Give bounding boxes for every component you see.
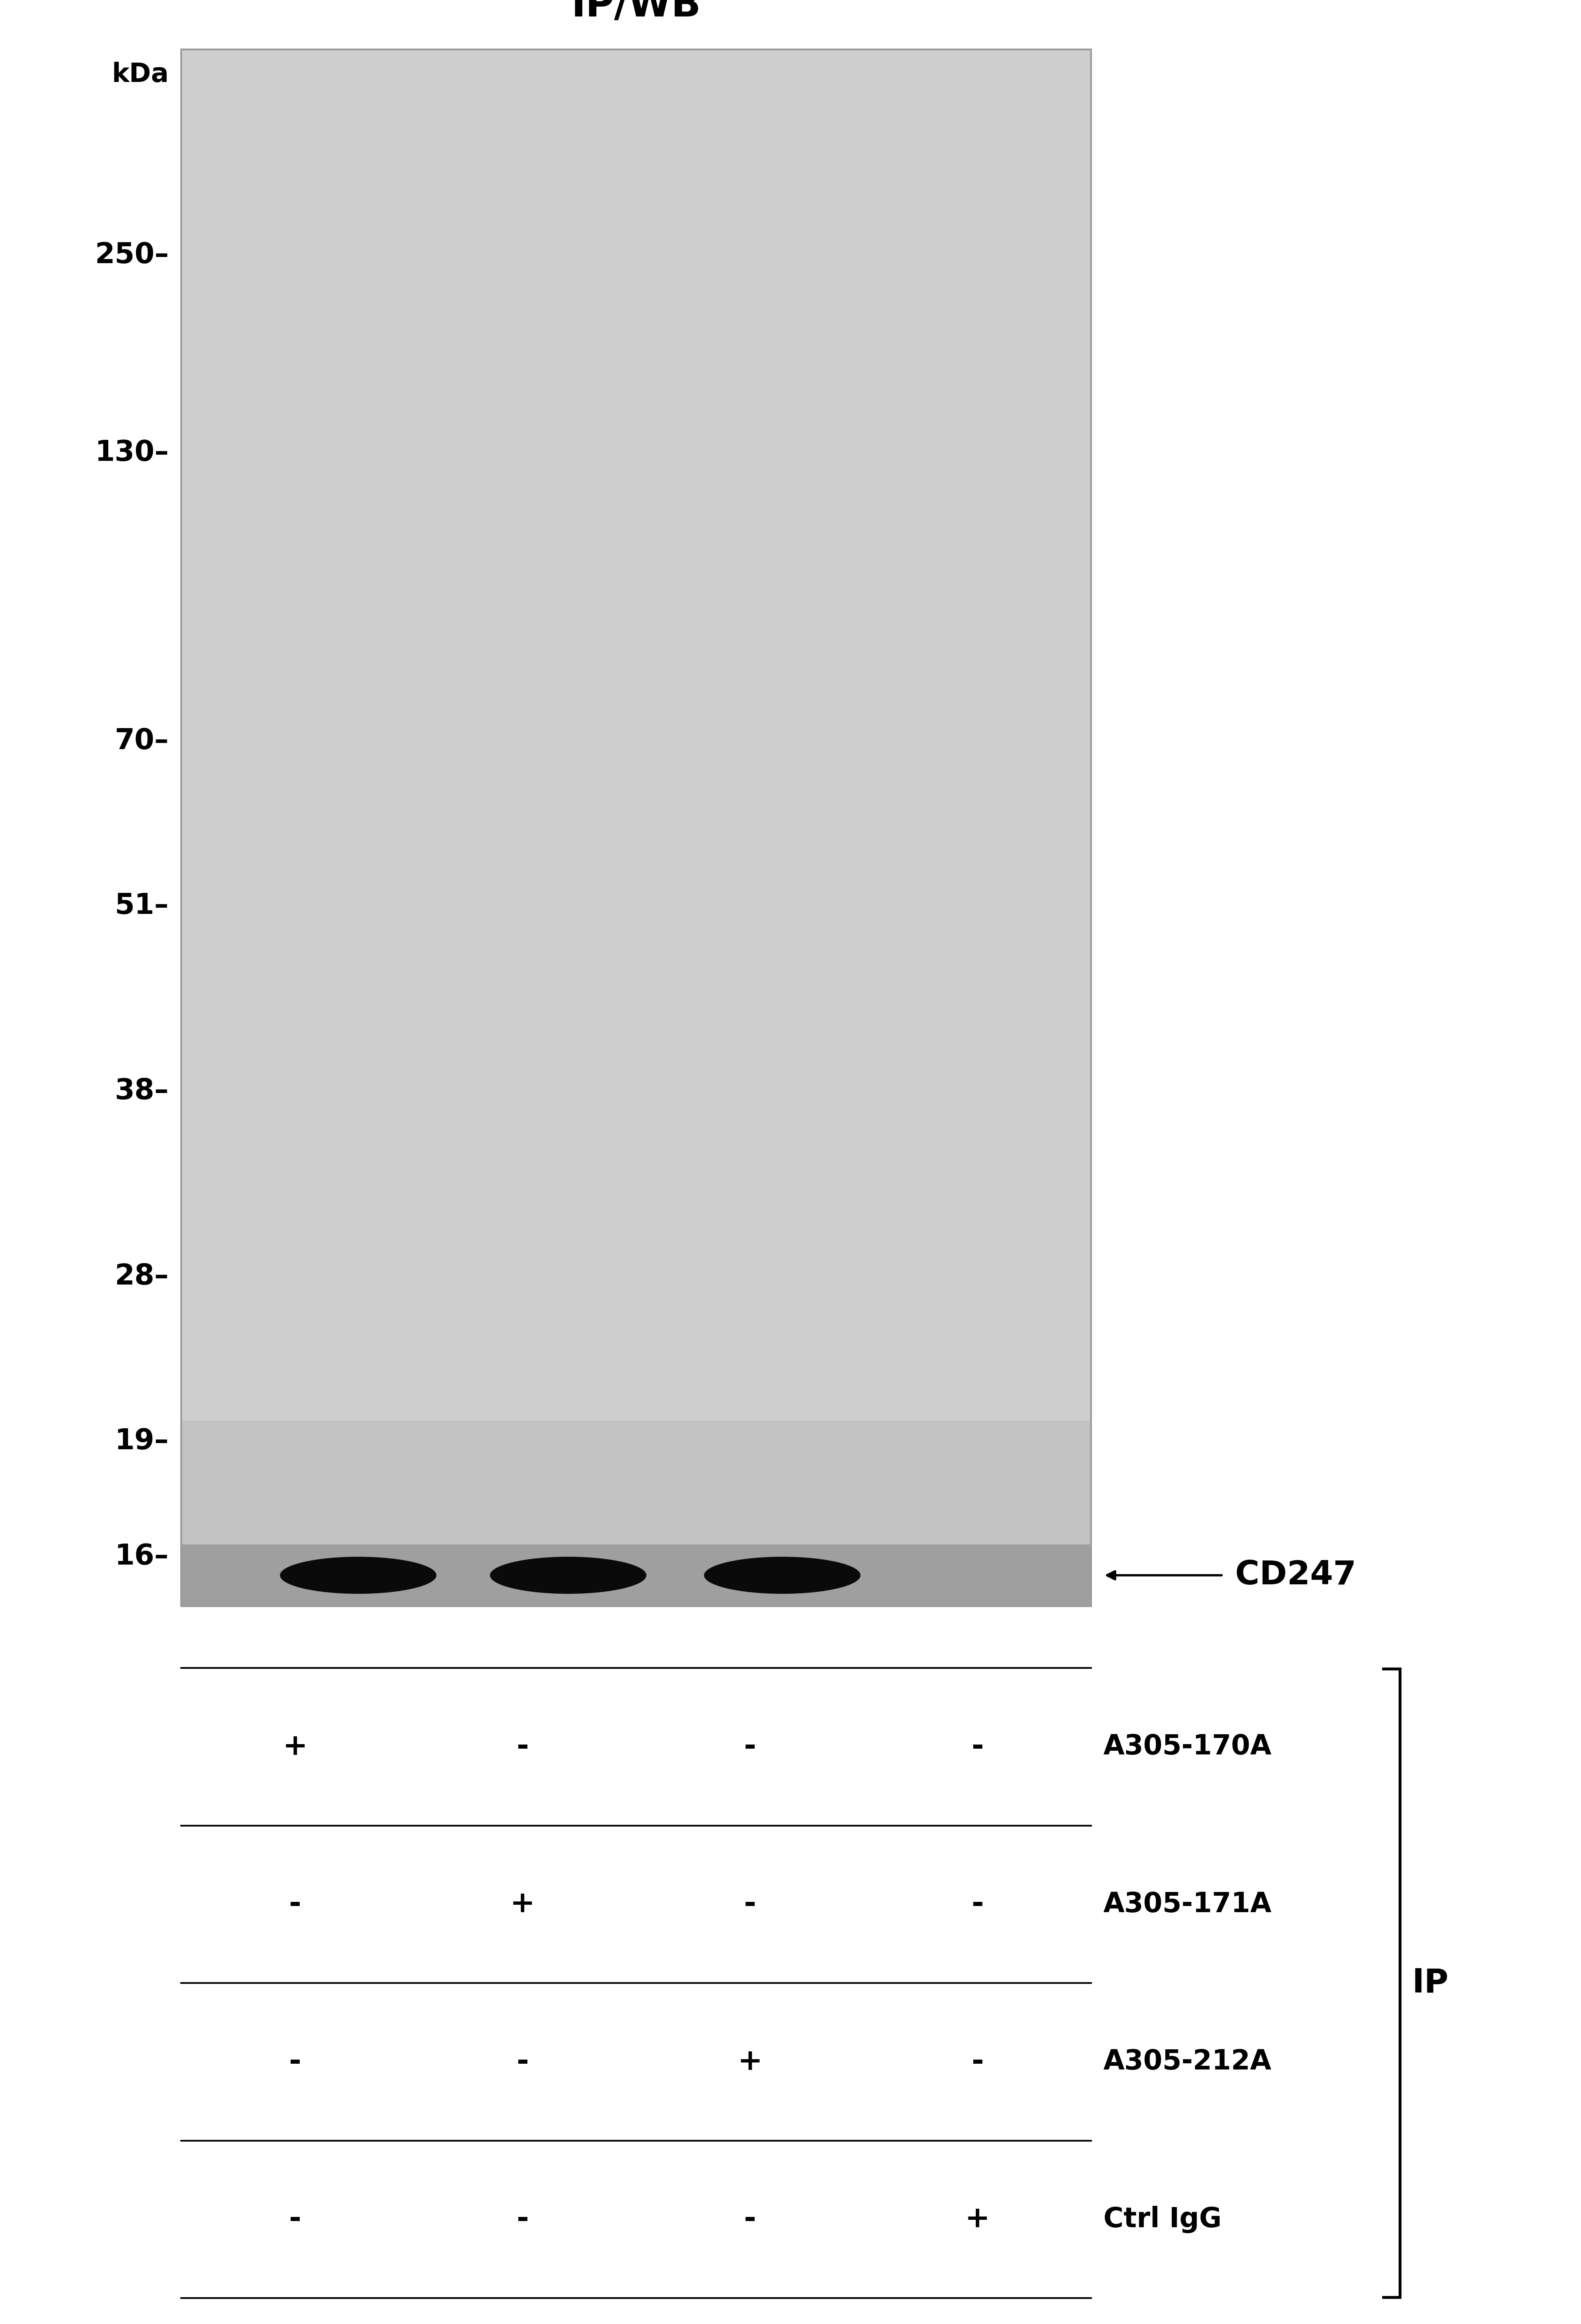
Text: 19–: 19–	[115, 1427, 169, 1455]
Text: -: -	[289, 1889, 300, 1917]
Text: A305-170A: A305-170A	[1104, 1734, 1271, 1759]
Text: -: -	[517, 2047, 528, 2075]
Text: 130–: 130–	[95, 439, 169, 467]
Text: +: +	[737, 2047, 762, 2075]
Text: Ctrl IgG: Ctrl IgG	[1104, 2205, 1222, 2233]
Text: -: -	[289, 2047, 300, 2075]
Text: 38–: 38–	[115, 1078, 169, 1106]
Bar	[182, 49, 1091, 1606]
Text: IP/WB: IP/WB	[571, 0, 700, 26]
Text: -: -	[971, 1731, 983, 1762]
Text: -: -	[971, 1889, 983, 1917]
Text: -: -	[743, 1731, 756, 1762]
Text: 16–: 16–	[115, 1543, 169, 1571]
Text: 250–: 250–	[95, 242, 169, 270]
Text: +: +	[964, 2205, 990, 2233]
Ellipse shape	[280, 1557, 436, 1594]
Bar	[182, 1420, 1091, 1606]
Text: -: -	[971, 2047, 983, 2075]
Text: A305-212A: A305-212A	[1104, 2047, 1271, 2075]
Text: -: -	[743, 2205, 756, 2233]
Bar	[182, 49, 1091, 1606]
Text: CD247: CD247	[1235, 1559, 1356, 1592]
Text: A305-171A: A305-171A	[1104, 1892, 1271, 1917]
Ellipse shape	[490, 1557, 647, 1594]
Bar	[182, 1545, 1091, 1606]
Text: -: -	[517, 1731, 528, 1762]
Text: IP: IP	[1412, 1966, 1448, 1999]
Text: +: +	[511, 1889, 534, 1917]
Text: 28–: 28–	[115, 1262, 169, 1290]
Text: 70–: 70–	[115, 727, 169, 755]
Text: -: -	[517, 2205, 528, 2233]
Ellipse shape	[704, 1557, 860, 1594]
Text: kDa: kDa	[112, 63, 169, 88]
Text: -: -	[743, 1889, 756, 1917]
Text: 51–: 51–	[115, 892, 169, 920]
Text: -: -	[289, 2205, 300, 2233]
Text: +: +	[283, 1731, 307, 1762]
